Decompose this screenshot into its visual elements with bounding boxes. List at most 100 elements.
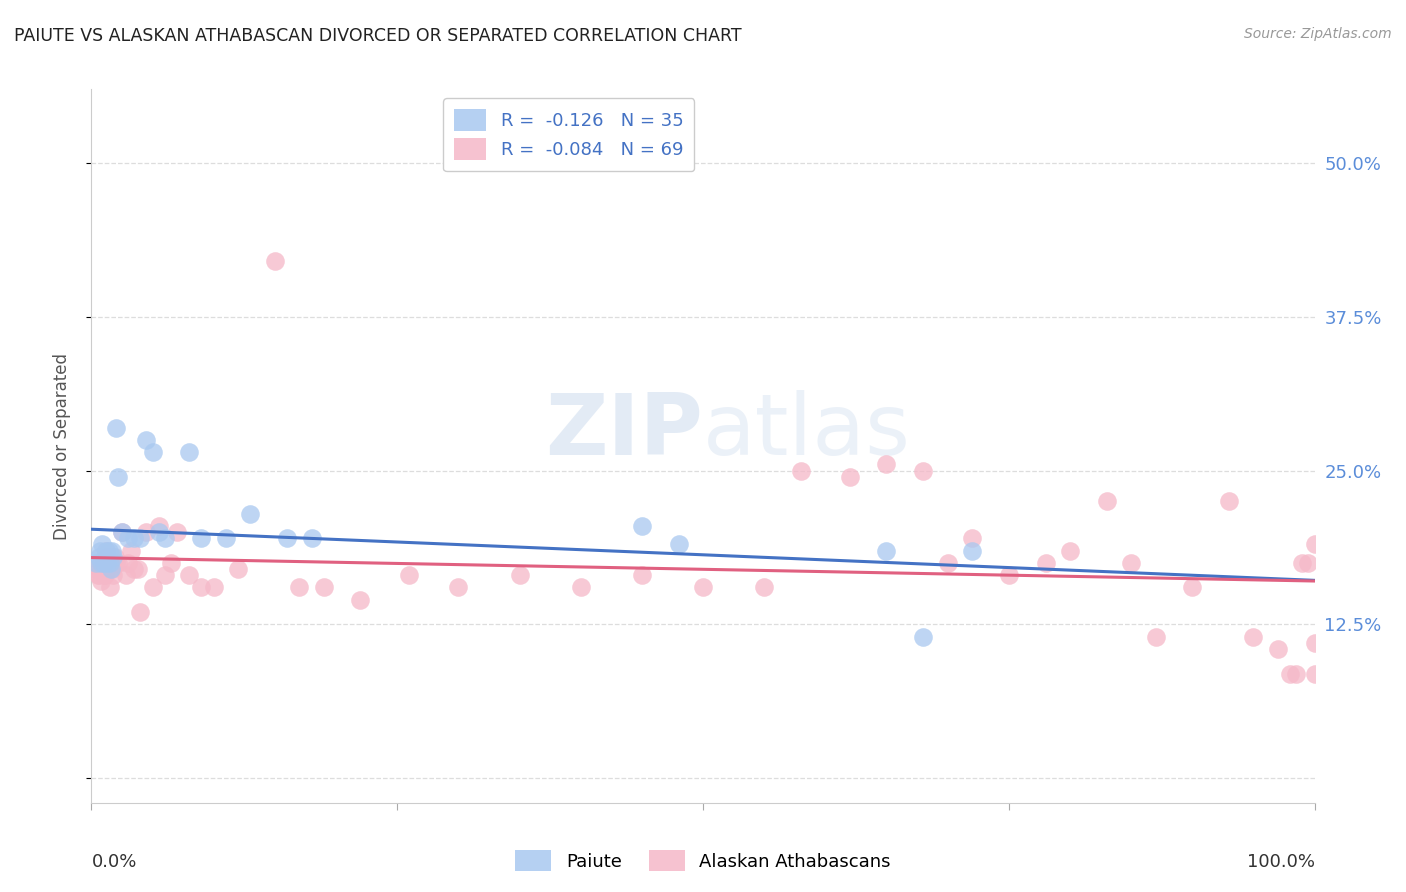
Point <box>94 543 117 558</box>
Point <box>87 568 110 582</box>
Point <box>1291 556 1313 570</box>
Text: atlas: atlas <box>703 390 911 474</box>
Point <box>215 531 238 545</box>
Point <box>754 581 776 595</box>
Point <box>104 556 127 570</box>
Point <box>114 568 136 582</box>
Point <box>153 568 176 582</box>
Point <box>960 531 983 545</box>
Point <box>1035 556 1057 570</box>
Point <box>104 420 127 434</box>
Point <box>1303 666 1326 681</box>
Point <box>90 574 112 589</box>
Point <box>1059 543 1081 558</box>
Point <box>160 556 183 570</box>
Point <box>153 531 176 545</box>
Point <box>96 556 118 570</box>
Point <box>141 445 163 459</box>
Point <box>1121 556 1143 570</box>
Point <box>127 562 149 576</box>
Point <box>107 469 129 483</box>
Point <box>1218 494 1240 508</box>
Point <box>101 543 124 558</box>
Point <box>349 592 371 607</box>
Point <box>90 556 112 570</box>
Point <box>239 507 262 521</box>
Point <box>86 568 108 582</box>
Point <box>103 549 125 564</box>
Point <box>301 531 323 545</box>
Point <box>1181 581 1204 595</box>
Point <box>93 568 115 582</box>
Text: PAIUTE VS ALASKAN ATHABASCAN DIVORCED OR SEPARATED CORRELATION CHART: PAIUTE VS ALASKAN ATHABASCAN DIVORCED OR… <box>14 27 742 45</box>
Text: 0.0%: 0.0% <box>91 853 136 871</box>
Point <box>668 537 690 551</box>
Point <box>89 543 111 558</box>
Point <box>226 562 249 576</box>
Point <box>96 549 118 564</box>
Point <box>179 445 201 459</box>
Point <box>631 519 654 533</box>
Point <box>117 531 139 545</box>
Point <box>101 562 124 576</box>
Point <box>179 568 201 582</box>
Point <box>838 469 860 483</box>
Point <box>1267 642 1289 657</box>
Legend: R =  -0.126   N = 35, R =  -0.084   N = 69: R = -0.126 N = 35, R = -0.084 N = 69 <box>443 98 695 171</box>
Point <box>190 531 212 545</box>
Point <box>122 562 145 576</box>
Point <box>129 531 152 545</box>
Point <box>1144 630 1167 644</box>
Point <box>936 556 959 570</box>
Point <box>692 581 714 595</box>
Point <box>122 531 145 545</box>
Point <box>91 537 114 551</box>
Point <box>94 549 117 564</box>
Point <box>117 556 139 570</box>
Point <box>84 562 107 576</box>
Point <box>111 525 134 540</box>
Point <box>84 556 107 570</box>
Point <box>87 549 110 564</box>
Point <box>1243 630 1265 644</box>
Point <box>94 568 117 582</box>
Point <box>107 556 129 570</box>
Point <box>509 568 531 582</box>
Point <box>93 556 115 570</box>
Point <box>875 543 898 558</box>
Point <box>98 556 121 570</box>
Point <box>1298 556 1320 570</box>
Point <box>631 568 654 582</box>
Point <box>100 556 122 570</box>
Point <box>135 433 157 447</box>
Point <box>1303 636 1326 650</box>
Point <box>98 581 121 595</box>
Point <box>398 568 420 582</box>
Point <box>912 630 935 644</box>
Point <box>94 543 117 558</box>
Point <box>148 525 170 540</box>
Point <box>312 581 335 595</box>
Point <box>97 543 120 558</box>
Text: ZIP: ZIP <box>546 390 703 474</box>
Point <box>111 525 134 540</box>
Point <box>447 581 470 595</box>
Point <box>960 543 983 558</box>
Point <box>104 549 127 564</box>
Point <box>790 464 813 478</box>
Point <box>1279 666 1302 681</box>
Point <box>264 254 287 268</box>
Point <box>1095 494 1118 508</box>
Point <box>1303 537 1326 551</box>
Point <box>202 581 225 595</box>
Point <box>190 581 212 595</box>
Text: 100.0%: 100.0% <box>1247 853 1315 871</box>
Point <box>998 568 1021 582</box>
Legend: Paiute, Alaskan Athabascans: Paiute, Alaskan Athabascans <box>508 843 898 879</box>
Point <box>97 562 120 576</box>
Point <box>141 581 163 595</box>
Text: Source: ZipAtlas.com: Source: ZipAtlas.com <box>1244 27 1392 41</box>
Point <box>89 562 111 576</box>
Point <box>103 568 125 582</box>
Point <box>912 464 935 478</box>
